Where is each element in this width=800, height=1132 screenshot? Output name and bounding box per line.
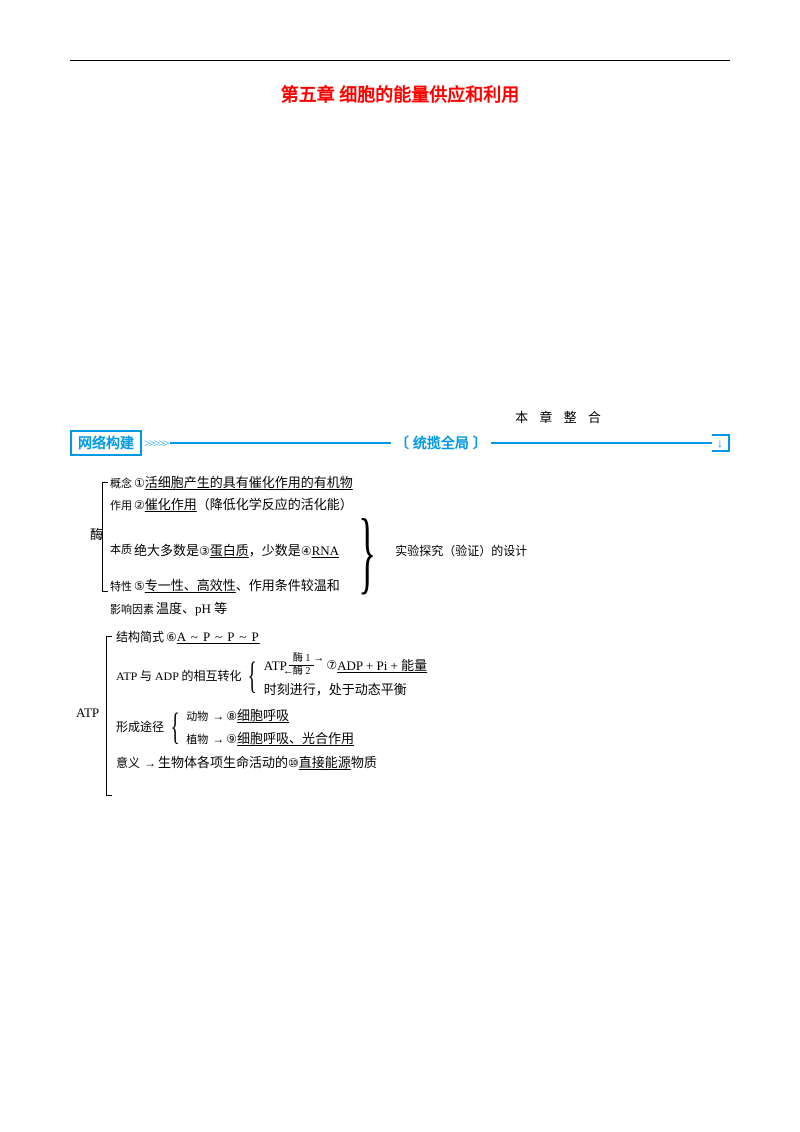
top-rule (70, 60, 730, 61)
banner-center: 〔 统揽全局 〕 (391, 433, 491, 453)
enzyme-factors-row: 影响因素 温度、pH 等 (110, 598, 730, 620)
ans-5: 专一性、高效性 (145, 577, 236, 595)
num-5: ⑤ (134, 578, 145, 595)
ans-3: 蛋白质 (210, 542, 249, 560)
ans-6: A ~ P ~ P ~ P (177, 628, 260, 646)
label-factors: 影响因素 (110, 603, 154, 618)
atp-root: ATP (76, 704, 99, 722)
num-10: ⑩ (288, 755, 299, 772)
pathway-plant-row: 植物 → ⑨ 细胞呼吸、光合作用 (186, 728, 354, 750)
label-structure: 结构简式 (116, 629, 164, 646)
atp-meaning-row: 意义 → 生物体各项生命活动的 ⑩ 直接能源 物质 (116, 752, 730, 774)
num-1: ① (134, 475, 145, 492)
pathway-brace-icon: { (171, 705, 180, 750)
property-tail: 、作用条件较温和 (236, 577, 340, 595)
ans-8: 细胞呼吸 (237, 707, 289, 725)
num-8: ⑧ (226, 708, 237, 725)
num-4: ④ (301, 543, 312, 560)
ans-9: 细胞呼吸、光合作用 (237, 730, 354, 748)
arrow-icon: → (212, 708, 224, 725)
enzyme-fraction: 酶 1 酶 2 (289, 654, 315, 677)
right-brace-icon: } (358, 519, 376, 583)
atp-conversion-group: ATP 与 ADP 的相互转化 { ATP 酶 1 酶 2 ⑦ ADP + Pi… (116, 652, 730, 701)
label-property: 特性 (110, 580, 132, 595)
num-7: ⑦ (326, 657, 337, 674)
meaning-suffix: 物质 (351, 754, 377, 772)
label-animal: 动物 (186, 710, 208, 725)
enzyme-function-row: 作用 ② 催化作用 （降低化学反应的活化能） (110, 494, 730, 516)
banner-arrow-box: ↓ (712, 434, 730, 452)
enzyme-property-row: 特性 ⑤ 专一性、高效性 、作用条件较温和 (110, 575, 730, 597)
conv-line2-text: 时刻进行，处于动态平衡 (264, 681, 407, 699)
arrow-icon: → (212, 731, 224, 748)
enzyme-bracket (102, 482, 108, 592)
page: 第五章 细胞的能量供应和利用 本 章 整 合 网络构建 >>>>> 〔 统揽全局… (0, 0, 800, 814)
label-conversion: ATP 与 ADP 的相互转化 (116, 668, 241, 685)
enzyme-right-brace: } 实验探究（验证）的设计 (339, 519, 527, 583)
label-pathway: 形成途径 (116, 719, 164, 736)
label-nature: 本质 (110, 543, 132, 558)
conversion-line1: ATP 酶 1 酶 2 ⑦ ADP + Pi + 能量 (264, 652, 427, 679)
label-meaning: 意义 (116, 755, 140, 772)
banner-line-right (491, 442, 712, 444)
banner-chevrons: >>>>> (144, 436, 168, 451)
atp-bracket (106, 636, 112, 796)
num-3: ③ (199, 543, 210, 560)
meaning-prefix: 生物体各项生命活动的 (158, 754, 288, 772)
num-6: ⑥ (166, 629, 177, 646)
banner-left-box: 网络构建 (70, 430, 142, 456)
conversion-line2: 时刻进行，处于动态平衡 (264, 679, 427, 701)
arrow-icon: → (144, 755, 156, 772)
ans-1: 活细胞产生的具有催化作用的有机物 (145, 474, 353, 492)
banner-line-left (170, 442, 391, 444)
down-arrow-icon: ↓ (717, 436, 723, 451)
ans-2: 催化作用 (145, 496, 197, 514)
nature-prefix: 绝大多数是 (134, 542, 199, 560)
enzyme-right-note: 实验探究（验证）的设计 (395, 543, 527, 560)
atp-group: ATP 结构简式 ⑥ A ~ P ~ P ~ P ATP 与 ADP 的相互转化… (90, 626, 730, 774)
label-plant: 植物 (186, 733, 208, 748)
num-9: ⑨ (226, 731, 237, 748)
label-function: 作用 (110, 499, 132, 514)
concept-map: 酶 概念 ① 活细胞产生的具有催化作用的有机物 作用 ② 催化作用 （降低化学反… (70, 472, 730, 774)
ans-10: 直接能源 (299, 754, 351, 772)
sub-header: 本 章 整 合 (390, 407, 730, 426)
ans-4: RNA (312, 542, 339, 560)
label-concept: 概念 (110, 477, 132, 492)
frac-bot: 酶 2 (293, 666, 311, 677)
factors-text: 温度、pH 等 (156, 600, 227, 618)
banner-row: 网络构建 >>>>> 〔 统揽全局 〕 ↓ (70, 432, 730, 454)
enzyme-group: 酶 概念 ① 活细胞产生的具有催化作用的有机物 作用 ② 催化作用 （降低化学反… (90, 472, 730, 620)
num-2: ② (134, 497, 145, 514)
chapter-title: 第五章 细胞的能量供应和利用 (70, 81, 730, 107)
nature-mid: ，少数是 (249, 542, 301, 560)
conversion-brace-icon: { (248, 652, 257, 701)
enzyme-concept-row: 概念 ① 活细胞产生的具有催化作用的有机物 (110, 472, 730, 494)
ans-7: ADP + Pi + 能量 (337, 657, 427, 675)
pathway-animal-row: 动物 → ⑧ 细胞呼吸 (186, 705, 354, 727)
function-paren: （降低化学反应的活化能） (197, 496, 353, 514)
atp-pathway-group: 形成途径 { 动物 → ⑧ 细胞呼吸 植物 → ⑨ 细胞 (116, 705, 730, 750)
atp-structure-row: 结构简式 ⑥ A ~ P ~ P ~ P (116, 626, 730, 648)
